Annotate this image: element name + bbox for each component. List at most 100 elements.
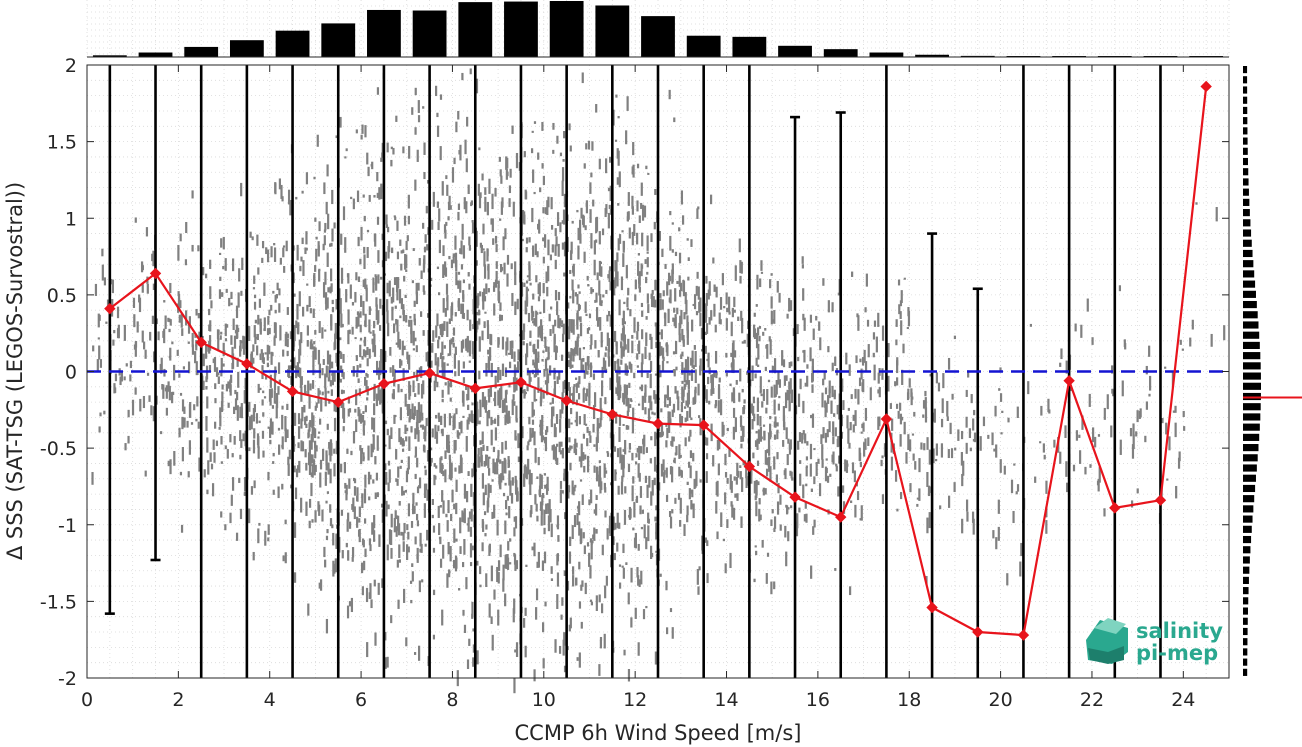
scatter-point — [455, 502, 458, 515]
scatter-point — [537, 551, 540, 568]
scatter-point — [595, 437, 598, 452]
scatter-point — [665, 343, 668, 347]
scatter-point — [735, 379, 738, 385]
scatter-point — [313, 176, 316, 180]
scatter-point — [907, 306, 910, 317]
scatter-point — [759, 278, 762, 288]
scatter-point — [951, 393, 954, 400]
scatter-point — [745, 463, 748, 479]
scatter-point — [484, 187, 487, 195]
scatter-point — [623, 397, 626, 405]
scatter-point — [635, 453, 638, 458]
scatter-point — [462, 512, 465, 523]
scatter-point — [447, 216, 450, 221]
scatter-point — [333, 371, 336, 382]
scatter-point — [538, 325, 542, 336]
scatter-point — [539, 187, 542, 193]
scatter-point — [634, 461, 638, 465]
scatter-point — [542, 256, 545, 264]
scatter-point — [469, 526, 473, 537]
scatter-point — [705, 389, 708, 403]
scatter-point — [545, 346, 548, 352]
right-histogram-bar — [1243, 106, 1248, 115]
scatter-point — [595, 503, 598, 516]
right-histogram-bar — [1243, 423, 1260, 431]
scatter-point — [364, 278, 367, 289]
scatter-point — [127, 409, 130, 418]
scatter-point — [413, 652, 417, 655]
scatter-point — [606, 314, 609, 322]
scatter-point — [361, 538, 365, 546]
scatter-point — [693, 294, 697, 310]
scatter-point — [706, 358, 709, 362]
scatter-point — [552, 122, 555, 130]
scatter-point — [160, 357, 163, 373]
scatter-point — [627, 463, 631, 473]
scatter-point — [583, 371, 586, 379]
scatter-point — [479, 399, 482, 404]
scatter-point — [267, 316, 270, 325]
scatter-point — [829, 473, 832, 477]
scatter-point — [389, 367, 392, 373]
scatter-point — [287, 463, 290, 476]
scatter-point — [1136, 488, 1139, 494]
scatter-point — [609, 208, 613, 215]
scatter-point — [426, 449, 430, 459]
scatter-point — [422, 330, 425, 336]
scatter-point — [594, 340, 597, 349]
scatter-point — [526, 445, 529, 451]
scatter-point — [832, 436, 835, 445]
scatter-point — [672, 403, 676, 413]
scatter-point — [679, 454, 682, 458]
scatter-point — [684, 417, 687, 423]
scatter-point — [590, 539, 593, 545]
scatter-point — [366, 152, 369, 165]
scatter-point — [637, 642, 640, 656]
scatter-point — [537, 351, 540, 363]
scatter-point — [589, 435, 592, 443]
scatter-point — [954, 447, 957, 451]
scatter-point — [721, 273, 724, 286]
scatter-point — [730, 352, 733, 358]
scatter-point — [877, 389, 880, 394]
scatter-point — [263, 396, 267, 399]
scatter-point — [590, 543, 593, 560]
scatter-point — [960, 430, 964, 440]
scatter-point — [458, 588, 461, 591]
scatter-point — [599, 639, 603, 649]
x-tick-label: 18 — [897, 689, 921, 711]
scatter-point — [580, 621, 583, 629]
scatter-point — [578, 347, 582, 361]
scatter-point — [397, 599, 400, 609]
scatter-point — [568, 123, 571, 131]
scatter-point — [766, 389, 769, 405]
scatter-point — [384, 420, 388, 425]
scatter-point — [230, 302, 233, 306]
scatter-point — [325, 618, 329, 634]
scatter-point — [323, 182, 326, 195]
scatter-point — [409, 580, 413, 584]
scatter-point — [746, 371, 749, 375]
scatter-point — [570, 250, 573, 260]
scatter-point — [239, 406, 242, 418]
scatter-point — [669, 608, 673, 613]
scatter-point — [623, 384, 626, 399]
scatter-point — [796, 513, 799, 529]
scatter-point — [622, 253, 625, 267]
scatter-point — [384, 350, 387, 363]
scatter-point — [695, 470, 698, 487]
scatter-point — [393, 517, 396, 533]
scatter-point — [609, 314, 612, 327]
scatter-point — [588, 327, 591, 331]
scatter-point — [668, 397, 672, 406]
scatter-point — [423, 431, 426, 440]
scatter-point — [595, 216, 599, 232]
scatter-point — [378, 187, 381, 200]
scatter-point — [823, 371, 826, 380]
scatter-point — [718, 312, 721, 324]
scatter-point — [391, 306, 394, 321]
scatter-point — [596, 317, 600, 327]
scatter-point — [187, 341, 190, 344]
scatter-point — [638, 445, 641, 461]
scatter-point — [598, 594, 601, 603]
